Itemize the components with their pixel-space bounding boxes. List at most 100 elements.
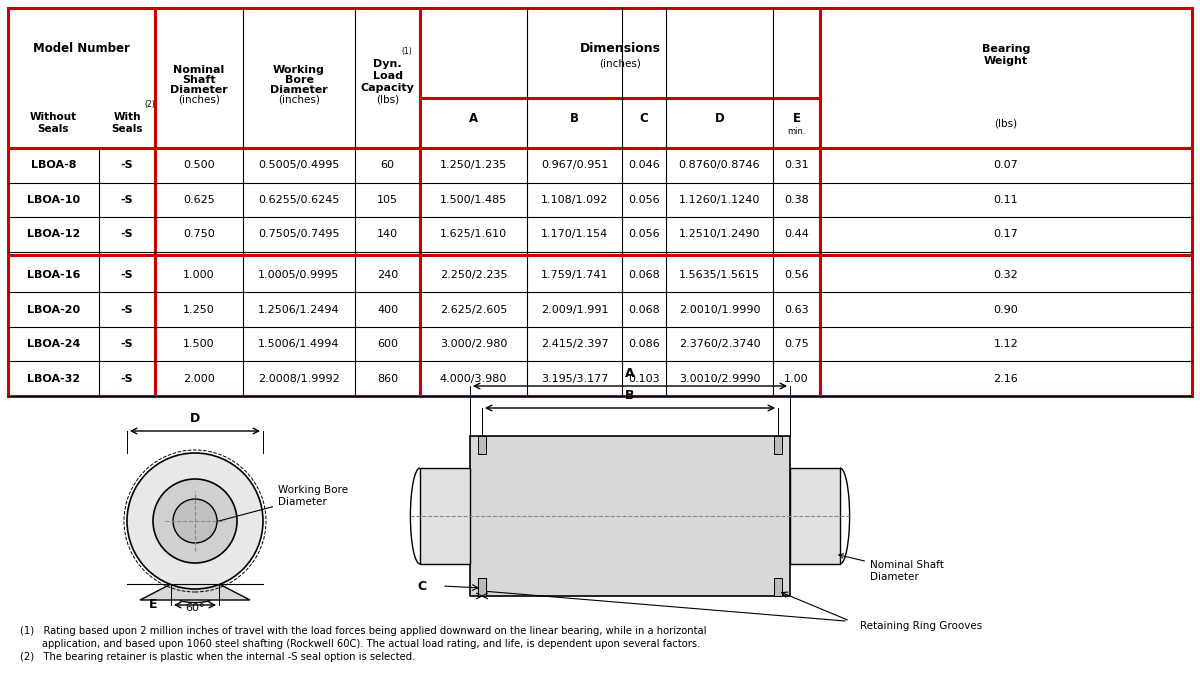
Text: (inches): (inches)	[599, 58, 641, 68]
Ellipse shape	[154, 479, 238, 563]
Text: 1.250/1.235: 1.250/1.235	[440, 161, 508, 170]
Text: 0.068: 0.068	[628, 304, 660, 315]
Polygon shape	[140, 584, 250, 600]
Text: 2.415/2.397: 2.415/2.397	[541, 339, 608, 349]
Text: 2.250/2.235: 2.250/2.235	[439, 270, 508, 280]
Text: 2.3760/2.3740: 2.3760/2.3740	[679, 339, 761, 349]
Text: Working: Working	[274, 65, 325, 75]
Text: 1.2510/1.2490: 1.2510/1.2490	[679, 230, 761, 239]
Text: 2.000: 2.000	[184, 373, 215, 384]
Text: (1): (1)	[402, 47, 413, 56]
Text: 1.170/1.154: 1.170/1.154	[541, 230, 608, 239]
Text: 0.32: 0.32	[994, 270, 1019, 280]
Text: LBOA-8: LBOA-8	[31, 161, 77, 170]
Text: Diameter: Diameter	[170, 85, 228, 95]
Text: Nominal Shaft
Diameter: Nominal Shaft Diameter	[839, 554, 944, 582]
Text: C: C	[418, 579, 426, 593]
Text: 1.250: 1.250	[184, 304, 215, 315]
Text: Bearing: Bearing	[982, 44, 1030, 54]
Text: Capacity: Capacity	[360, 83, 414, 93]
Text: 0.11: 0.11	[994, 195, 1019, 205]
Text: LBOA-10: LBOA-10	[26, 195, 80, 205]
Text: (inches): (inches)	[278, 95, 320, 105]
Text: 0.38: 0.38	[784, 195, 809, 205]
Text: (2)   The bearing retainer is plastic when the internal -S seal option is select: (2) The bearing retainer is plastic when…	[20, 652, 415, 662]
Text: 105: 105	[377, 195, 398, 205]
Text: 2.0008/1.9992: 2.0008/1.9992	[258, 373, 340, 384]
Text: Dyn.: Dyn.	[373, 59, 402, 69]
Text: 600: 600	[377, 339, 398, 349]
Text: 4.000/3.980: 4.000/3.980	[440, 373, 508, 384]
Text: Weight: Weight	[984, 56, 1028, 66]
Text: 0.44: 0.44	[784, 230, 809, 239]
Text: 0.750: 0.750	[184, 230, 215, 239]
Text: -S: -S	[121, 339, 133, 349]
Text: 0.63: 0.63	[784, 304, 809, 315]
Text: 0.31: 0.31	[784, 161, 809, 170]
Text: LBOA-20: LBOA-20	[26, 304, 80, 315]
Text: E: E	[149, 598, 157, 611]
Text: 60°: 60°	[185, 603, 205, 613]
Text: D: D	[190, 413, 200, 426]
Text: Nominal: Nominal	[173, 65, 224, 75]
Text: With: With	[113, 112, 140, 122]
Text: 860: 860	[377, 373, 398, 384]
Text: (lbs): (lbs)	[376, 95, 400, 105]
Text: 1.759/1.741: 1.759/1.741	[541, 270, 608, 280]
Text: 240: 240	[377, 270, 398, 280]
Text: 0.56: 0.56	[784, 270, 809, 280]
Text: 0.046: 0.046	[628, 161, 660, 170]
Text: E: E	[792, 112, 800, 126]
Text: (1)   Rating based upon 2 million inches of travel with the load forces being ap: (1) Rating based upon 2 million inches o…	[20, 626, 707, 636]
Text: A: A	[625, 368, 635, 380]
Text: Bore: Bore	[284, 75, 313, 85]
Text: (inches): (inches)	[178, 95, 220, 105]
Text: LBOA-24: LBOA-24	[26, 339, 80, 349]
Text: LBOA-12: LBOA-12	[26, 230, 80, 239]
Text: 0.967/0.951: 0.967/0.951	[541, 161, 608, 170]
Bar	[478, 436, 486, 454]
Text: (2): (2)	[144, 100, 155, 109]
Text: B: B	[625, 389, 635, 403]
Text: 3.195/3.177: 3.195/3.177	[541, 373, 608, 384]
Text: 1.108/1.092: 1.108/1.092	[541, 195, 608, 205]
Text: 0.500: 0.500	[184, 161, 215, 170]
Text: LBOA-16: LBOA-16	[26, 270, 80, 280]
Text: 0.103: 0.103	[628, 373, 660, 384]
Text: 1.000: 1.000	[184, 270, 215, 280]
Text: 0.6255/0.6245: 0.6255/0.6245	[258, 195, 340, 205]
Text: 0.75: 0.75	[784, 339, 809, 349]
Text: 0.086: 0.086	[628, 339, 660, 349]
Text: 0.17: 0.17	[994, 230, 1019, 239]
Bar	[774, 436, 782, 454]
Text: B: B	[570, 112, 580, 126]
Text: Diameter: Diameter	[270, 85, 328, 95]
Text: 0.90: 0.90	[994, 304, 1019, 315]
Text: Without
Seals: Without Seals	[30, 112, 77, 134]
Bar	[478, 578, 486, 596]
Text: 1.1260/1.1240: 1.1260/1.1240	[679, 195, 760, 205]
Ellipse shape	[127, 453, 263, 589]
Text: 1.12: 1.12	[994, 339, 1019, 349]
Text: 0.7505/0.7495: 0.7505/0.7495	[258, 230, 340, 239]
Bar	[774, 578, 782, 596]
Text: Seals: Seals	[112, 124, 143, 134]
Text: -S: -S	[121, 304, 133, 315]
Text: 1.00: 1.00	[784, 373, 809, 384]
Text: 0.056: 0.056	[628, 195, 660, 205]
Text: A: A	[469, 112, 478, 126]
Text: 140: 140	[377, 230, 398, 239]
Text: 0.625: 0.625	[184, 195, 215, 205]
Text: application, and based upon 1060 steel shafting (Rockwell 60C). The actual load : application, and based upon 1060 steel s…	[20, 639, 701, 649]
Text: 1.5006/1.4994: 1.5006/1.4994	[258, 339, 340, 349]
Text: Retaining Ring Grooves: Retaining Ring Grooves	[860, 621, 983, 631]
Text: Dimensions: Dimensions	[580, 43, 660, 56]
Text: 1.0005/0.9995: 1.0005/0.9995	[258, 270, 340, 280]
Text: -S: -S	[121, 373, 133, 384]
Text: 1.500: 1.500	[184, 339, 215, 349]
Text: -S: -S	[121, 230, 133, 239]
Bar	[470, 436, 790, 596]
Text: C: C	[640, 112, 648, 126]
Text: 0.07: 0.07	[994, 161, 1019, 170]
Text: 0.5005/0.4995: 0.5005/0.4995	[258, 161, 340, 170]
